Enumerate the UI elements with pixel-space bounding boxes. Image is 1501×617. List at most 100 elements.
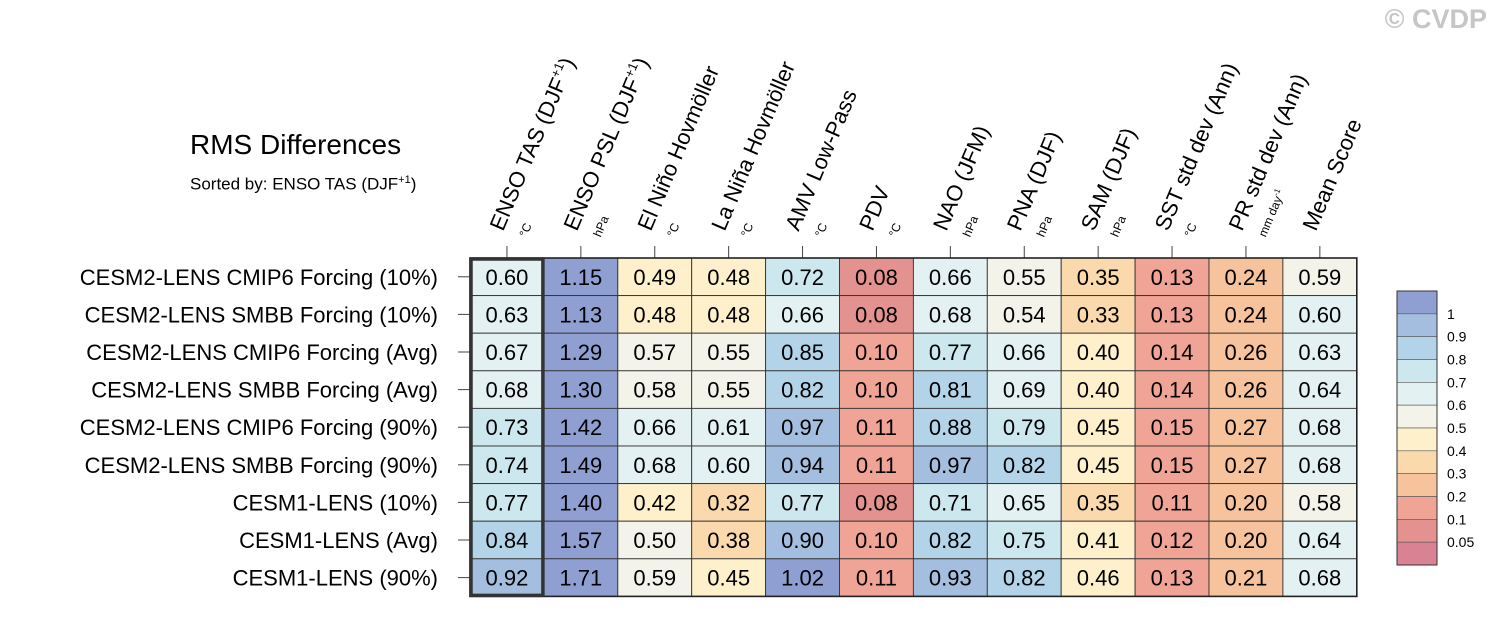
column-unit: hPa <box>960 213 981 238</box>
cell-value: 0.69 <box>1003 378 1046 403</box>
column-unit: °C <box>1182 221 1200 239</box>
heatmap-cell <box>469 332 545 372</box>
cell-value: 0.85 <box>781 340 824 365</box>
heatmap-cell <box>839 295 914 334</box>
heatmap-cell <box>1134 332 1210 372</box>
cell-value: 0.59 <box>1298 265 1341 290</box>
heatmap-cell <box>1208 332 1284 372</box>
cell-value: 0.71 <box>929 490 972 515</box>
heatmap-cell <box>839 445 914 485</box>
colorbar-border <box>1396 290 1438 566</box>
row-label: CESM2-LENS SMBB Forcing (90%) <box>85 453 438 478</box>
colorbar-label: 1 <box>1447 306 1455 322</box>
cell-value: 0.60 <box>707 453 750 478</box>
cell-value: 0.63 <box>1298 340 1341 365</box>
cell-value: 0.84 <box>486 528 529 553</box>
colorbar-label: 0.7 <box>1447 374 1467 390</box>
subtitle-prefix: Sorted by: ENSO TAS (DJF <box>190 174 399 194</box>
cell-value: 0.20 <box>1225 528 1268 553</box>
column-unit-text: °C <box>738 221 756 239</box>
cell-value: 0.15 <box>1151 415 1194 440</box>
cell-value: 0.60 <box>1298 302 1341 327</box>
cell-value: 0.90 <box>781 528 824 553</box>
cell-value: 0.82 <box>929 528 972 553</box>
cell-value: 0.75 <box>1003 528 1046 553</box>
colorbar-segment <box>1396 541 1438 566</box>
chart-title: RMS Differences <box>190 129 402 160</box>
column-label: NAO (JFM) <box>928 122 994 234</box>
cell-value: 0.64 <box>1298 378 1341 403</box>
cell-value: 0.11 <box>856 453 897 478</box>
row-label: CESM2-LENS SMBB Forcing (10%) <box>85 302 438 327</box>
cell-value: 0.14 <box>1151 378 1194 403</box>
heatmap-cell <box>986 332 1062 372</box>
heatmap-cell <box>1282 370 1358 409</box>
heatmap-cell <box>617 295 693 334</box>
cell-value: 0.63 <box>486 302 529 327</box>
heatmap-cell <box>765 558 840 597</box>
heatmap-cell <box>1060 407 1136 447</box>
cell-value: 0.55 <box>1003 265 1046 290</box>
cell-value: 0.48 <box>633 302 676 327</box>
heatmap-cells: 0.60 1.15 0.49 0.48 0.72 0.08 0.66 0.55 0.35 0.13… <box>469 257 1358 598</box>
cell-value: 0.81 <box>929 378 972 403</box>
cell-value: 0.21 <box>1225 566 1268 591</box>
cell-value: 0.74 <box>486 453 529 478</box>
heatmap-cell <box>912 370 988 409</box>
cell-value: 1.49 <box>559 453 602 478</box>
heatmap-cell <box>1282 558 1358 597</box>
colorbar-label: 0.8 <box>1447 352 1467 368</box>
cell-value: 1.71 <box>559 566 602 591</box>
heatmap-cell <box>986 257 1062 297</box>
cell-value: 0.26 <box>1225 378 1268 403</box>
cell-value: 0.50 <box>633 528 676 553</box>
row-label: CESM2-LENS CMIP6 Forcing (Avg) <box>86 340 438 365</box>
cell-value: 0.68 <box>486 378 529 403</box>
column-unit-text: °C <box>1182 221 1200 239</box>
heatmap-cell <box>839 483 914 522</box>
heatmap-cell <box>691 558 767 597</box>
cell-value: 0.60 <box>486 265 529 290</box>
column-label: SAM (DJF) <box>1076 124 1142 234</box>
cell-value: 0.79 <box>1003 415 1046 440</box>
cell-value: 0.13 <box>1151 265 1194 290</box>
cell-value: 0.33 <box>1077 302 1120 327</box>
heatmap-cell <box>1208 558 1284 597</box>
watermark: © CVDP <box>1384 4 1487 34</box>
column-label-text: La Niña Hovmöller <box>706 58 800 234</box>
cell-value: 0.13 <box>1151 302 1194 327</box>
colorbar-label: 0.9 <box>1447 329 1467 345</box>
column-label-sup: +1 <box>547 60 567 80</box>
colorbar-label: 0.1 <box>1447 511 1467 527</box>
heatmap-cell <box>691 407 767 447</box>
heatmap-cell <box>1134 558 1210 597</box>
colorbar-label: 0.05 <box>1447 534 1474 550</box>
cell-value: 0.82 <box>781 378 824 403</box>
cell-value: 0.32 <box>707 490 750 515</box>
column-label-text: Mean Score <box>1297 115 1366 234</box>
heatmap-cell <box>912 558 988 597</box>
cell-value: 0.35 <box>1077 265 1120 290</box>
heatmap-cell <box>1208 295 1284 334</box>
heatmap-cell <box>1060 370 1136 409</box>
cell-value: 0.67 <box>486 340 529 365</box>
subtitle-sup: +1 <box>398 174 411 186</box>
column-label-text: AMV Low-Pass <box>780 86 862 234</box>
cell-value: 0.12 <box>1151 528 1194 553</box>
column-label-text: El Niño Hovmöller <box>632 62 724 234</box>
column-unit-text: hPa <box>1034 213 1055 238</box>
cell-value: 0.82 <box>1003 566 1046 591</box>
heatmap-cell <box>986 407 1062 447</box>
cell-value: 1.57 <box>559 528 602 553</box>
cell-value: 0.27 <box>1225 415 1268 440</box>
column-unit-text: °C <box>516 221 534 239</box>
column-headers: ENSO TAS (DJF+1)°C ENSO PSL (DJF+1)hPa El … <box>485 54 1367 258</box>
heatmap-cell <box>1208 520 1284 560</box>
column-unit: °C <box>516 221 534 239</box>
cell-value: 0.42 <box>633 490 676 515</box>
column-unit: °C <box>738 221 756 239</box>
cell-value: 0.68 <box>1298 566 1341 591</box>
row-label: CESM2-LENS SMBB Forcing (Avg) <box>91 378 438 403</box>
subtitle-suffix: ) <box>410 174 417 194</box>
